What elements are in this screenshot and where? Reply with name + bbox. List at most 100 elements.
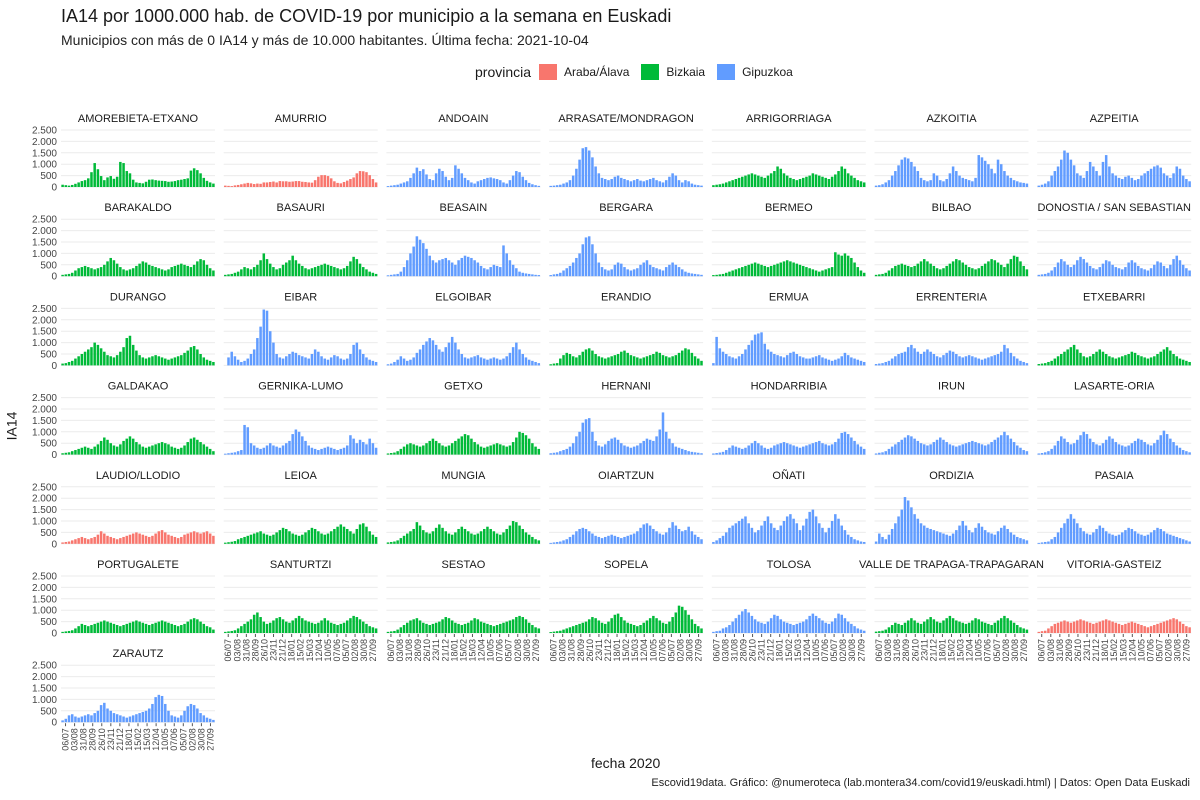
bar (99, 621, 103, 633)
bar (259, 183, 262, 187)
bar (856, 540, 860, 544)
bar (645, 260, 649, 277)
bar (515, 171, 518, 187)
x-tick-label: 03/08 (883, 639, 893, 662)
facet-label-donostia-san-sebastian: DONOSTIA / SAN SEBASTIAN (1037, 202, 1190, 214)
bar (291, 351, 294, 366)
bar (680, 269, 684, 277)
legend-title: provincia (475, 64, 532, 80)
bar (821, 443, 824, 455)
bar (349, 354, 352, 366)
x-tick-label: 21/12 (440, 639, 450, 662)
bar (603, 623, 607, 633)
bar (441, 171, 444, 187)
bar (1060, 621, 1063, 633)
bar (594, 535, 597, 544)
bar (607, 535, 610, 544)
bar (109, 257, 112, 277)
bar (575, 168, 578, 187)
bar (971, 356, 974, 366)
bar (1009, 259, 1013, 277)
bar (106, 261, 109, 277)
bar (431, 260, 435, 277)
bar (1092, 166, 1095, 187)
bar (386, 453, 390, 455)
bar (753, 174, 757, 187)
bar (629, 623, 633, 633)
bar (345, 445, 349, 455)
bar (83, 625, 87, 633)
bar (505, 183, 508, 187)
bar (317, 265, 320, 277)
bar (80, 181, 84, 187)
bar (323, 263, 327, 277)
bar (680, 531, 684, 544)
bar (677, 352, 681, 366)
bar (1127, 622, 1130, 633)
bar (789, 261, 792, 277)
bar (728, 271, 731, 277)
bar (1060, 354, 1063, 366)
bar (1079, 352, 1082, 366)
bar (1130, 260, 1134, 277)
bar (632, 446, 636, 455)
bar (285, 181, 288, 187)
bar (499, 359, 502, 366)
bar (712, 363, 715, 366)
bar (610, 179, 613, 187)
bar (782, 442, 786, 455)
bar (980, 526, 984, 544)
bar (355, 259, 359, 277)
bar (342, 622, 346, 633)
bar (362, 267, 365, 277)
bar (910, 618, 913, 633)
bar (268, 331, 272, 366)
bar (109, 710, 112, 723)
bar (199, 621, 202, 633)
bar (444, 446, 448, 455)
bar (1047, 361, 1050, 366)
bar (1069, 347, 1073, 366)
bar (109, 622, 112, 633)
bar (881, 536, 884, 544)
bar (1137, 265, 1140, 277)
x-tick-label: 05/07 (992, 639, 1002, 662)
bar (818, 618, 821, 633)
bar (409, 177, 412, 187)
bar (862, 361, 866, 366)
bar (96, 169, 100, 187)
bar (626, 269, 629, 277)
bar (310, 447, 314, 455)
bar (890, 175, 894, 187)
bar (881, 363, 884, 366)
bar (396, 629, 399, 633)
bar (929, 444, 932, 455)
bar (70, 184, 74, 187)
bar (227, 453, 230, 455)
bar (80, 623, 84, 633)
bar (262, 621, 266, 633)
facet-label-oiartzun: OIARTZUN (598, 470, 654, 482)
bar (1143, 269, 1146, 277)
bar (176, 180, 180, 187)
bar (677, 180, 681, 187)
bar (549, 542, 552, 544)
bar (700, 274, 703, 277)
bar (1006, 435, 1009, 455)
bar (138, 355, 141, 366)
bar (1037, 542, 1041, 544)
bar (674, 264, 678, 277)
bar (795, 354, 799, 366)
bar (441, 527, 444, 544)
bar (830, 267, 834, 277)
bar (613, 264, 617, 277)
bar (850, 536, 853, 544)
bar (1079, 619, 1082, 633)
bar (584, 349, 588, 366)
bar (687, 526, 690, 544)
bar (801, 446, 805, 455)
bar (141, 446, 145, 455)
bar (916, 518, 920, 544)
y-tick-label: 1.000 (32, 517, 57, 528)
bar (795, 263, 799, 277)
